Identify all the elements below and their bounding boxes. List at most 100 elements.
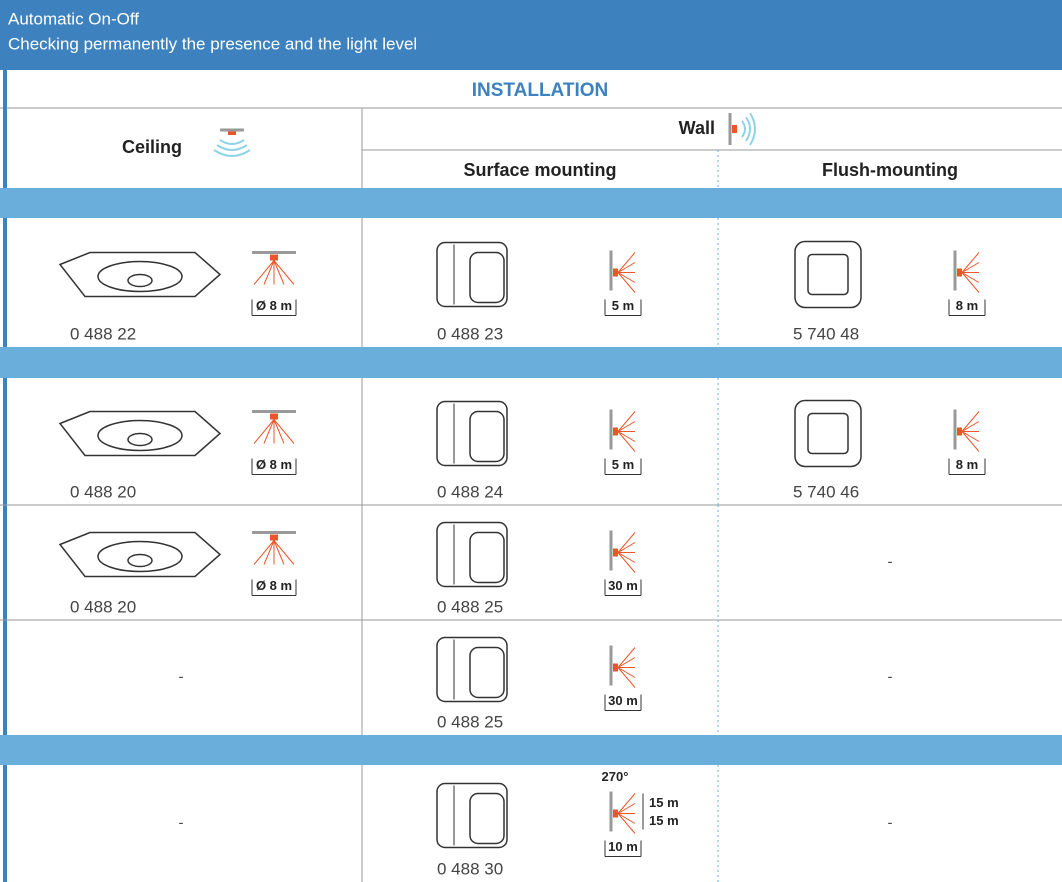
ray [961,252,980,273]
range-label: 30 m [608,578,638,593]
col-flush: Flush-mounting [822,160,958,180]
ray [617,542,636,553]
product-code: 5 740 46 [793,482,859,501]
device-lens [807,253,849,296]
ray [273,260,285,285]
cell: 0 488 20 Ø 8 m [58,531,297,616]
cell: 5 740 48 8 m [793,240,986,343]
cell: - [888,814,893,831]
sensor [270,534,278,541]
ray [617,552,636,563]
ray [617,532,636,553]
cell-empty: - [179,668,184,685]
device-lens [469,646,505,699]
sensor [613,809,618,818]
ray [273,540,285,565]
ray [273,260,295,285]
cell: - [179,814,184,831]
ray [617,813,636,834]
header-subtitle: Checking permanently the presence and th… [8,34,417,53]
section-band [0,347,1062,378]
col-ceiling: Ceiling [122,137,182,157]
device-lens [127,273,153,288]
ray [273,540,295,565]
sensor [957,427,962,436]
section-band [0,188,1062,218]
product-code: 0 488 30 [437,859,503,878]
device-lens [807,412,849,455]
ray [617,647,636,668]
range-label: 5 m [612,457,634,472]
ray [961,262,980,273]
ray [617,272,636,283]
range-label: 8 m [956,298,978,313]
ray [263,419,275,444]
device-lens [469,251,505,304]
ray [961,272,980,283]
cell: 5 740 46 8 m [793,399,986,501]
ray [263,540,275,565]
ray [253,419,275,444]
ceiling-icon [213,128,251,157]
device-lens [469,531,505,584]
ray [961,411,980,432]
ray [617,667,636,678]
cell: 0 488 30 10 m 270° 15 m 15 m [436,769,679,878]
sensor [613,663,618,672]
product-code: 0 488 20 [70,597,136,616]
range-up-label: 15 m [649,795,679,810]
cell: - [179,668,184,685]
ray [617,262,636,273]
ray [961,431,980,442]
sensor [957,268,962,277]
header-title: Automatic On-Off [8,9,139,28]
range-label: 5 m [612,298,634,313]
cell: 0 488 24 5 m [436,400,642,501]
sensor [270,254,278,261]
ray [617,252,636,273]
ray [617,272,636,293]
sensor [613,427,618,436]
ray [253,260,275,285]
sensor [270,413,278,420]
cell-empty: - [888,553,893,570]
range-label: 8 m [956,457,978,472]
range-label: Ø 8 m [256,457,292,472]
ray [617,813,636,824]
col-surface: Surface mounting [463,160,616,180]
wall-icon [728,112,756,146]
product-code: 0 488 25 [437,597,503,616]
ray [253,540,275,565]
range-label: 10 m [608,839,638,854]
header-band [0,0,1062,70]
cell: 0 488 23 5 m [436,241,642,343]
ray [617,793,636,814]
range-label: Ø 8 m [256,298,292,313]
device-lens [127,553,153,568]
ray [617,657,636,668]
table-caption: INSTALLATION [472,80,609,101]
range-label: 30 m [608,693,638,708]
range-down-label: 15 m [649,813,679,828]
ray [273,419,295,444]
product-code: 0 488 23 [437,324,503,343]
ray [617,421,636,432]
cell: 0 488 20 Ø 8 m [58,410,297,501]
ray [961,431,980,452]
ray [961,272,980,293]
product-code: 0 488 22 [70,324,136,343]
range-label: Ø 8 m [256,578,292,593]
ray [617,411,636,432]
device-lens [127,432,153,447]
device-lens [469,792,505,845]
cell: - [888,668,893,685]
product-code: 0 488 20 [70,482,136,501]
sensor [613,548,618,557]
cell: 0 488 22 Ø 8 m [58,251,297,343]
product-code: 0 488 24 [437,482,503,501]
ray [617,803,636,814]
ray [617,552,636,573]
ray [273,419,285,444]
cell: 0 488 25 30 m [436,636,642,731]
